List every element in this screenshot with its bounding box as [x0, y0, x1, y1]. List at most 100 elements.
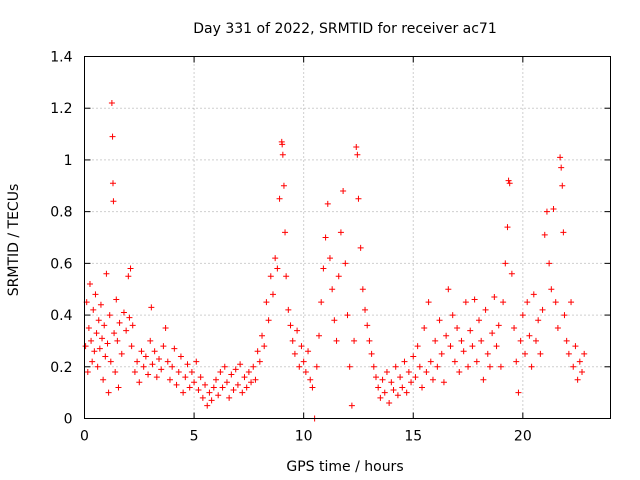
data-point: [427, 358, 434, 365]
data-point: [543, 208, 550, 215]
data-point: [177, 353, 184, 360]
y-tick-label: 0: [64, 412, 73, 428]
data-point: [243, 384, 250, 391]
data-point: [486, 363, 493, 370]
data-point: [537, 350, 544, 357]
data-point: [316, 332, 323, 339]
data-point: [289, 337, 296, 344]
data-point: [320, 265, 327, 272]
data-point: [280, 182, 287, 189]
data-point: [460, 348, 467, 355]
data-point: [539, 306, 546, 313]
data-point: [162, 325, 169, 331]
data-point: [252, 376, 259, 383]
data-point: [265, 317, 272, 324]
data-point: [491, 293, 498, 300]
data-point: [175, 368, 182, 375]
data-point: [493, 343, 500, 350]
data-point: [329, 286, 336, 293]
data-point: [554, 325, 561, 331]
data-point: [432, 337, 439, 344]
data-point: [326, 255, 333, 262]
data-point: [164, 358, 171, 365]
data-point: [86, 281, 93, 288]
data-point: [94, 363, 101, 370]
data-point: [294, 327, 301, 334]
data-point: [298, 343, 305, 350]
y-tick-label: 0.6: [50, 256, 72, 272]
data-point: [443, 332, 450, 339]
data-point: [379, 376, 386, 383]
data-point: [397, 374, 404, 381]
data-point: [239, 389, 246, 396]
x-tick-label: 10: [295, 429, 313, 445]
data-point: [267, 273, 274, 280]
data-point: [279, 151, 286, 158]
data-point: [113, 296, 120, 303]
data-point: [377, 394, 384, 401]
data-point: [423, 368, 430, 375]
y-tick-label: 1: [64, 153, 73, 169]
data-point: [333, 337, 340, 344]
data-point: [447, 343, 454, 350]
data-point: [528, 363, 535, 370]
data-point: [473, 358, 480, 365]
data-point: [497, 363, 504, 370]
data-point: [429, 376, 436, 383]
data-point: [392, 363, 399, 370]
data-point: [96, 345, 103, 352]
data-point: [256, 358, 263, 365]
data-point: [145, 371, 152, 378]
data-point: [416, 363, 423, 370]
data-point: [519, 312, 526, 319]
data-point: [357, 244, 364, 251]
data-point: [263, 299, 270, 306]
data-point: [89, 358, 96, 365]
data-point: [223, 379, 230, 386]
data-point: [126, 314, 133, 321]
data-point: [526, 332, 533, 339]
data-point: [366, 337, 373, 344]
data-point: [546, 260, 553, 267]
data-point: [195, 387, 202, 394]
data-point: [140, 363, 147, 370]
data-point: [438, 350, 445, 357]
y-tick-label: 1.4: [50, 50, 72, 66]
data-point: [462, 299, 469, 306]
data-point: [495, 322, 502, 329]
data-point: [467, 327, 474, 334]
data-point: [241, 374, 248, 381]
data-point: [465, 363, 472, 370]
data-point: [92, 291, 99, 298]
x-axis-label: GPS time / hours: [286, 459, 403, 475]
data-point: [425, 299, 432, 306]
data-point: [173, 381, 180, 388]
data-point: [269, 291, 276, 298]
data-point: [489, 330, 496, 337]
data-point: [93, 330, 100, 337]
data-point: [283, 273, 290, 280]
data-point: [245, 368, 252, 375]
data-point: [370, 363, 377, 370]
data-point: [359, 286, 366, 293]
data-point: [372, 374, 379, 381]
data-point: [570, 363, 577, 370]
data-point: [85, 325, 92, 331]
data-point: [158, 366, 165, 373]
data-point: [279, 141, 286, 148]
data-point: [230, 387, 237, 394]
data-point: [458, 337, 465, 344]
data-point: [184, 361, 191, 368]
data-point: [335, 273, 342, 280]
data-point: [436, 317, 443, 324]
data-point: [97, 301, 104, 308]
data-point: [250, 363, 257, 370]
data-point: [471, 296, 478, 303]
data-point: [449, 312, 456, 319]
data-point: [142, 353, 149, 360]
y-tick-label: 0.2: [50, 360, 72, 376]
data-point: [228, 371, 235, 378]
data-point: [565, 350, 572, 357]
data-point: [123, 327, 130, 334]
data-point: [171, 345, 178, 352]
